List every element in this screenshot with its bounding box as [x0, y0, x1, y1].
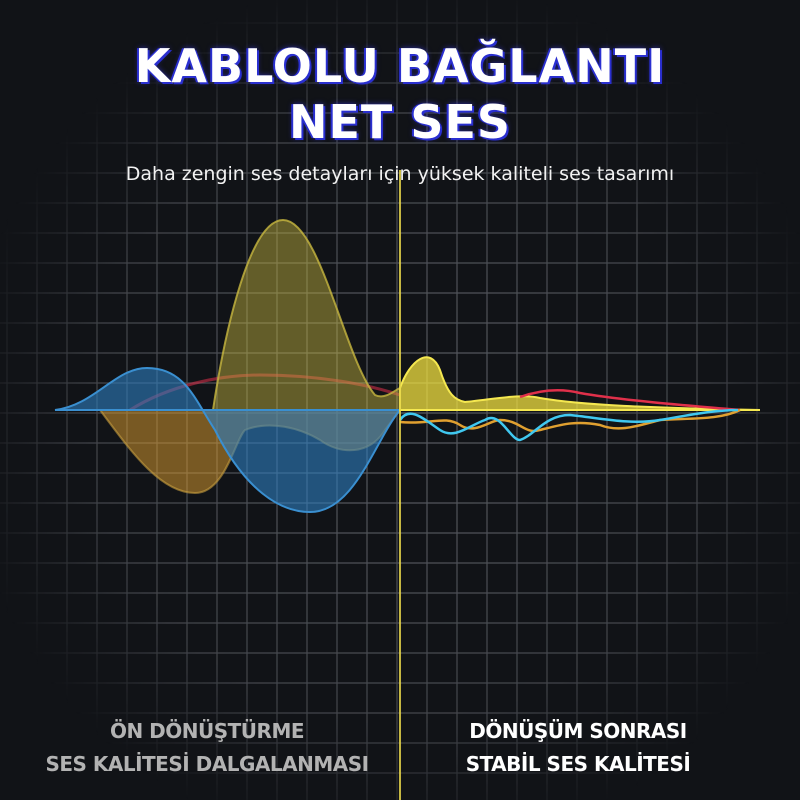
title-line-1: KABLOLU BAĞLANTI [134, 39, 666, 93]
caption-before: ÖN DÖNÜŞTÜRME SES KALİTESİ DALGALANMASI [7, 715, 407, 781]
after-waves [398, 356, 761, 442]
before-waves [54, 218, 403, 514]
caption-after-line1: DÖNÜŞÜM SONRASI [469, 719, 687, 743]
wave-blue-before [54, 366, 403, 514]
subtitle: Daha zengin ses detayları için yüksek ka… [125, 163, 675, 185]
caption-before-line2: SES KALİTESİ DALGALANMASI [45, 752, 369, 776]
caption-before-line1: ÖN DÖNÜŞTÜRME [109, 719, 305, 743]
caption-after: DÖNÜŞÜM SONRASI STABİL SES KALİTESİ [378, 715, 778, 781]
wave-yellow-after [399, 356, 761, 411]
wave-yellow-before [211, 218, 401, 411]
title-line-2: NET SES [289, 95, 511, 149]
caption-after-line2: STABİL SES KALİTESİ [465, 752, 691, 776]
wave-red-after [519, 388, 741, 412]
wave-cyan-after [398, 408, 739, 442]
